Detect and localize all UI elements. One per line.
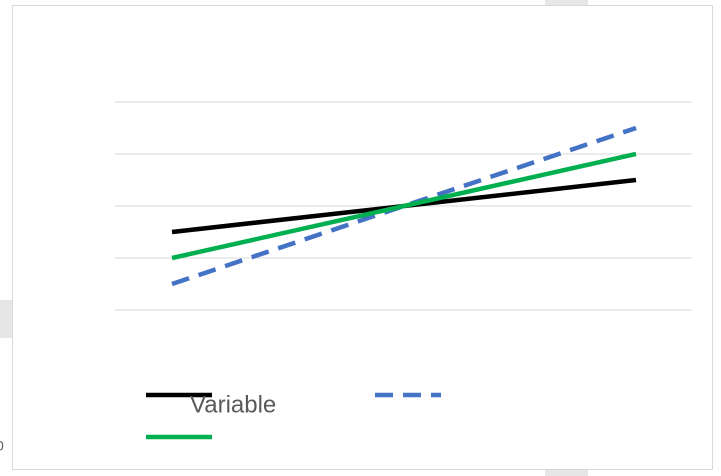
legend-label: Variable bbox=[190, 391, 276, 418]
data-line bbox=[171, 151, 637, 261]
chart-frame bbox=[12, 5, 713, 470]
data-line bbox=[171, 125, 637, 287]
backdrop-tab bbox=[545, 0, 588, 6]
backdrop-tab bbox=[0, 300, 12, 338]
edge-text: 0 bbox=[0, 438, 4, 454]
backdrop-tab bbox=[545, 470, 588, 476]
